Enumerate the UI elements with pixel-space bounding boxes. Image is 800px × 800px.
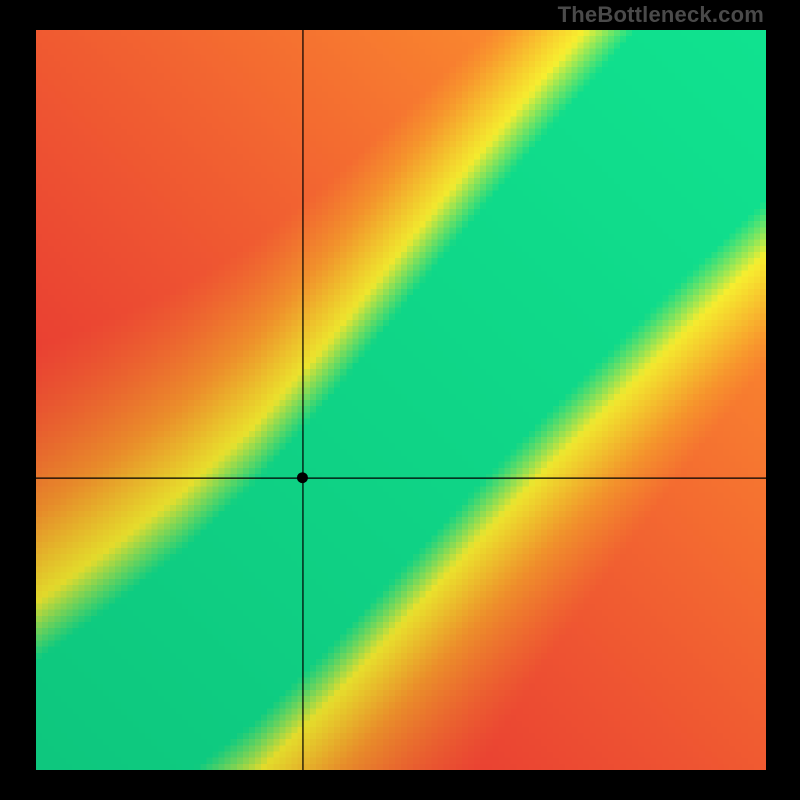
plot-area xyxy=(36,30,766,770)
chart-frame: TheBottleneck.com xyxy=(0,0,800,800)
overlay-canvas xyxy=(36,30,766,770)
watermark-text: TheBottleneck.com xyxy=(558,2,764,28)
